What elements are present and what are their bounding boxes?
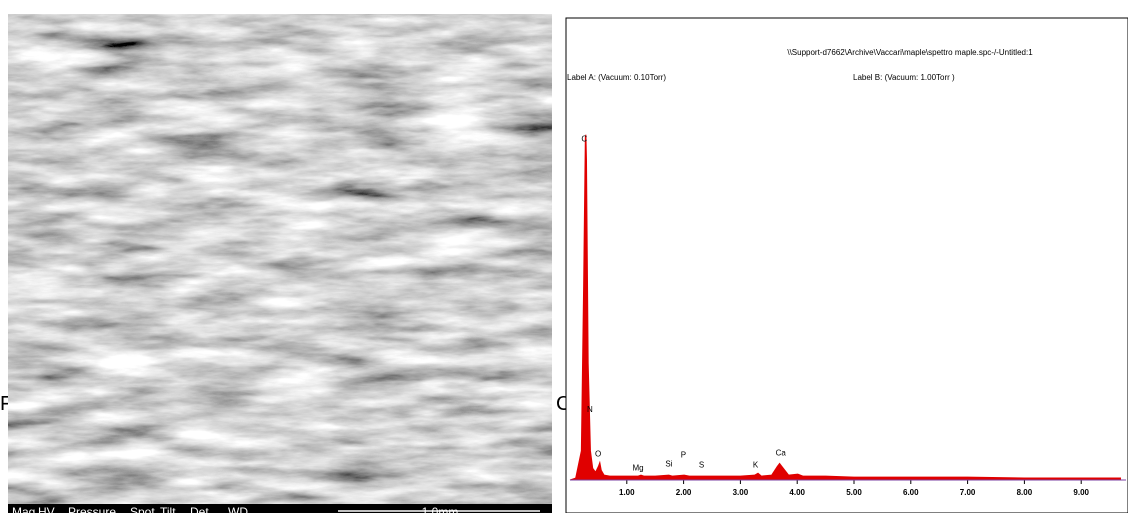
sem-image: 1.0mm	[8, 14, 552, 513]
peak-label: O	[595, 450, 601, 459]
info-label: Det	[190, 505, 209, 513]
peak-label: K	[753, 460, 759, 469]
info-bar	[8, 504, 552, 513]
info-label: Mag	[12, 505, 35, 513]
chart-title: \\Support-d7662\Archive\Vaccari\maple\sp…	[787, 48, 1033, 57]
x-tick-label: 4.00	[789, 488, 805, 497]
spectrum-line	[569, 134, 1121, 481]
x-tick-label: 7.00	[960, 488, 976, 497]
peak-label: C	[581, 135, 587, 144]
x-tick-label: 3.00	[733, 488, 749, 497]
info-label: WD	[228, 505, 248, 513]
x-tick-label: 2.00	[676, 488, 692, 497]
x-tick-label: 9.00	[1073, 488, 1089, 497]
peak-label: Ca	[776, 449, 787, 458]
peak-label: Mg	[632, 463, 643, 472]
peak-label: S	[699, 460, 704, 469]
info-label: Tilt	[160, 505, 176, 513]
scale-label: 1.0mm	[422, 505, 459, 513]
peak-label: N	[587, 405, 593, 414]
label-b: Label B: (Vacuum: 1.00Torr )	[853, 73, 955, 82]
label-a: Label A: (Vacuum: 0.10Torr)	[567, 73, 666, 82]
peak-label: Si	[665, 459, 672, 468]
x-tick-label: 6.00	[903, 488, 919, 497]
x-tick-label: 1.00	[619, 488, 635, 497]
info-label: Pressure	[68, 505, 116, 513]
x-tick-label: 5.00	[846, 488, 862, 497]
x-tick-label: 8.00	[1017, 488, 1033, 497]
info-label: Spot	[130, 505, 155, 513]
peak-label: P	[681, 451, 686, 460]
info-label: HV	[38, 505, 55, 513]
sem-texture	[8, 14, 552, 513]
spectrum-frame	[565, 17, 1128, 513]
